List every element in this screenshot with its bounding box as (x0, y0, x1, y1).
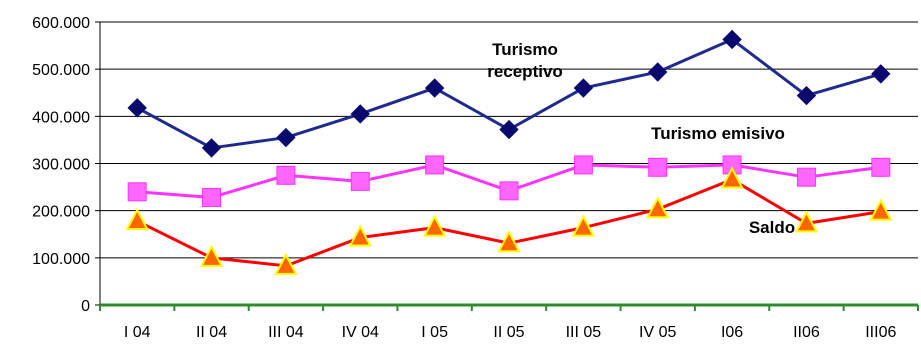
y-tick-label: 100.000 (32, 251, 90, 268)
annotations: Turismo receptivo Turismo emisivo Saldo (487, 40, 795, 237)
data-point-square (573, 155, 593, 175)
data-point-triangle (497, 230, 521, 253)
x-tick-label: II06 (793, 324, 820, 341)
data-point-triangle (125, 207, 149, 231)
x-tick-label: III 04 (268, 324, 304, 341)
data-point-triangle (348, 224, 372, 247)
data-point-triangle (869, 198, 893, 221)
y-tick-label: 0 (81, 298, 90, 315)
x-tick-labels: I 04 II 04 III 04 IV 04 I 05 II 05 III 05 IV 05… (124, 324, 897, 341)
x-tick-label: I 04 (124, 324, 151, 341)
x-tick-label: III06 (865, 324, 896, 341)
data-point-triangle (199, 244, 224, 267)
data-point-diamond (648, 62, 668, 82)
data-point-diamond (127, 98, 147, 118)
data-point-diamond (276, 127, 296, 148)
data-point-diamond (573, 78, 594, 98)
annotation-turismo-emisivo: Turismo emisivo (651, 124, 785, 143)
data-point-square (276, 165, 296, 185)
data-point-square (796, 167, 816, 187)
x-tick-label: I 05 (421, 324, 448, 341)
gridlines (100, 21, 918, 259)
data-point-triangle (646, 196, 670, 219)
data-point-diamond (499, 119, 519, 140)
annotation-saldo: Saldo (749, 218, 795, 237)
y-tick-label: 200.000 (32, 204, 90, 221)
annotation-turismo-receptivo: receptivo (487, 62, 563, 81)
data-point-square (350, 171, 370, 191)
data-point-square (425, 155, 445, 175)
data-point-triangle (571, 214, 596, 237)
annotation-turismo-receptivo: Turismo (492, 40, 558, 59)
data-point-triangle (274, 252, 298, 275)
data-point-square (648, 157, 668, 177)
data-point-diamond (201, 138, 222, 158)
data-point-square (202, 187, 222, 207)
data-point-square (127, 182, 147, 202)
x-tick-label: I06 (721, 324, 743, 341)
x-tick-label: IV 04 (342, 324, 379, 341)
data-point-diamond (722, 29, 742, 50)
data-point-diamond (424, 78, 445, 98)
y-tick-label: 400.000 (32, 109, 90, 126)
data-point-diamond (796, 85, 817, 106)
data-point-square (871, 157, 891, 177)
y-tick-label: 600.000 (32, 15, 90, 32)
data-point-triangle (720, 166, 744, 189)
data-point-triangle (422, 214, 447, 237)
data-point-square (499, 181, 519, 201)
x-tick-label: IV 05 (639, 324, 676, 341)
x-tick-label: II 04 (196, 324, 227, 341)
x-tick-label: II 05 (493, 324, 524, 341)
data-point-triangle (794, 210, 819, 233)
series-markers (125, 29, 893, 275)
y-tick-labels: 0 100.000 200.000 300.000 400.000 500.000 600.… (32, 15, 90, 315)
x-tick-label: III 05 (566, 324, 602, 341)
axes (95, 21, 919, 311)
data-point-diamond (350, 104, 370, 124)
y-tick-label: 300.000 (32, 157, 90, 174)
y-tick-label: 500.000 (32, 62, 90, 79)
data-point-diamond (871, 64, 891, 84)
